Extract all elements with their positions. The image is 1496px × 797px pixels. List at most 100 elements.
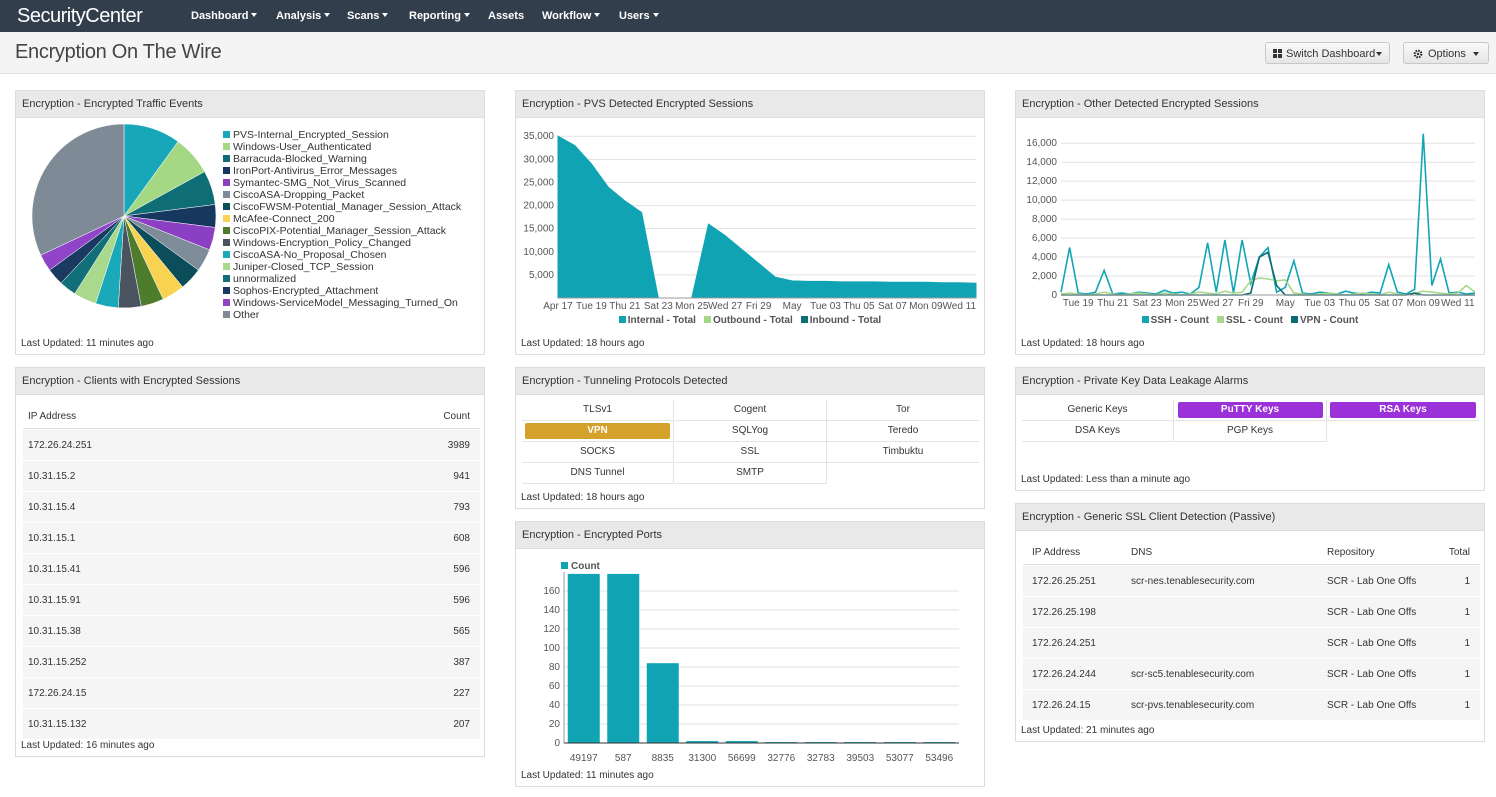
nav-item[interactable]: Users: [619, 10, 659, 22]
chart: 5,000 10,000 15,000 20,000 25,000 30,000 35,00…: [523, 131, 977, 312]
table-cell: 172.26.25.198: [1032, 607, 1096, 618]
nav-item[interactable]: Workflow: [542, 10, 601, 22]
legend: Internal - Total Outbound - Total Inbound …: [516, 315, 984, 326]
table-cell: 10.31.15.132: [28, 719, 87, 730]
legend-label: CiscoPIX-Potential_Manager_Session_Attac…: [233, 225, 447, 237]
bar: [607, 573, 640, 743]
legend-swatch: [561, 562, 568, 569]
grid-label: RSA Keys: [1330, 402, 1476, 418]
widget: Encryption - Generic SSL Client Detectio…: [1015, 503, 1485, 742]
x-tick-label: Wed 11: [943, 301, 977, 312]
legend-swatch: [223, 251, 230, 258]
nav-item[interactable]: Scans: [347, 10, 389, 22]
y-tick-label: 100: [543, 643, 560, 654]
bar: [567, 573, 600, 743]
last-updated: Last Updated: 11 minutes ago: [21, 338, 154, 349]
x-tick-label: Thu 21: [609, 301, 641, 312]
caret: [1473, 52, 1479, 56]
grid-label: PGP Keys: [1227, 425, 1273, 436]
grid-label: VPN: [525, 423, 670, 439]
y-tick-label: 30,000: [523, 154, 554, 165]
widget-title: Encryption - Other Detected Encrypted Se…: [1016, 91, 1484, 118]
nav-item[interactable]: Analysis: [276, 10, 331, 22]
page-title: Encryption On The Wire: [15, 41, 222, 63]
y-tick-label: 8,000: [1032, 214, 1057, 225]
x-tick-label: 39503: [846, 753, 874, 764]
table-cell: 10.31.15.2: [28, 471, 76, 482]
table-row: 10.31.15.1 608: [23, 523, 480, 554]
options-button[interactable]: Options: [1403, 42, 1489, 64]
table-row: 10.31.15.4 793: [23, 492, 480, 523]
table-row: 10.31.15.38 565: [23, 616, 480, 647]
widget-title: Encryption - PVS Detected Encrypted Sess…: [516, 91, 984, 118]
bar: [686, 741, 719, 743]
legend-label: Windows-Encryption_Policy_Changed: [233, 237, 411, 249]
widget-title: Encryption - Encrypted Traffic Events: [16, 91, 484, 118]
x-tick-label: Mon 25: [675, 301, 709, 312]
x-tick-label: 8835: [652, 753, 675, 764]
y-tick-label: 12,000: [1026, 176, 1057, 187]
table-cell: 565: [453, 626, 470, 637]
caret: [382, 13, 389, 17]
table-cell: 1: [1464, 576, 1470, 587]
table-cell: 172.26.24.15: [28, 688, 87, 699]
legend-swatch: [1216, 316, 1224, 323]
legend-swatch: [223, 191, 230, 198]
chart: PVS-Internal_Encrypted_SessionWindows-Us…: [31, 123, 462, 321]
table-cell: 172.26.24.244: [1032, 669, 1096, 680]
table-cell: 10.31.15.4: [28, 502, 76, 513]
grid-label: Cogent: [733, 404, 767, 415]
table-row: 10.31.15.41 596: [23, 554, 480, 585]
table-row: 10.31.15.91 596: [23, 585, 480, 616]
grid-cell: DNS Tunnel: [522, 463, 674, 484]
legend-swatch: [223, 263, 230, 270]
last-updated: Last Updated: 18 hours ago: [521, 492, 645, 503]
y-tick-label: 0: [554, 738, 560, 749]
caret: [251, 13, 258, 17]
legend-swatch: [223, 239, 230, 246]
table-row: 172.26.24.251 3989: [23, 430, 480, 461]
table-cell: SCR - Lab One Offs: [1327, 669, 1417, 680]
grid-label: PuTTY Keys: [1177, 402, 1323, 418]
table-cell: SCR - Lab One Offs: [1327, 700, 1417, 711]
legend-item: Outbound - Total: [703, 315, 793, 326]
table-cell: 10.31.15.41: [28, 564, 81, 575]
grid-label: Tor: [896, 404, 910, 415]
x-tick-label: May: [1276, 298, 1295, 309]
nav-item[interactable]: Dashboard: [191, 10, 258, 22]
column-header: DNS: [1131, 547, 1153, 558]
x-tick-label: Mon 09: [909, 301, 943, 312]
bar: [646, 663, 679, 743]
x-tick-label: Wed 27: [708, 301, 743, 312]
table-cell: 10.31.15.252: [28, 657, 87, 668]
nav-item[interactable]: Reporting: [409, 10, 470, 22]
brand[interactable]: SecurityCenter: [17, 5, 143, 27]
table-cell: 10.31.15.38: [28, 626, 81, 637]
x-tick-label: 31300: [688, 753, 716, 764]
widget-title: Encryption - Tunneling Protocols Detecte…: [516, 368, 984, 395]
switch-dashboard-button[interactable]: Switch Dashboard: [1265, 42, 1390, 64]
table-row: 172.26.24.15 scr-pvs.tenablesecurity.com S…: [1023, 690, 1480, 721]
legend-label: Windows-User_Authenticated: [233, 141, 371, 153]
legend-label: Windows-ServiceModel_Messaging_Turned_On: [233, 297, 458, 309]
y-tick-label: 0: [1051, 290, 1057, 301]
legend-label: Inbound - Total: [809, 315, 882, 326]
table-header: IP Address DNS Repository Total: [1023, 542, 1480, 565]
legend-swatch: [223, 203, 230, 210]
button-label: Options: [1428, 48, 1466, 60]
nav-label: Dashboard: [191, 10, 249, 22]
x-tick-label: Thu 05: [1339, 298, 1371, 309]
grid-label: SSL: [740, 446, 760, 457]
nav-label: Users: [619, 10, 650, 22]
bar: [725, 741, 758, 743]
y-tick-label: 40: [549, 700, 561, 711]
legend-swatch: [1291, 316, 1299, 323]
widget: Encryption - Encrypted Traffic Events Las…: [15, 90, 485, 355]
grid-cell: Teredo: [827, 421, 979, 442]
legend: SSH - Count SSL - Count VPN - Count: [1016, 315, 1484, 326]
nav-item[interactable]: Assets: [488, 10, 524, 22]
x-tick-label: Fri 29: [1238, 298, 1264, 309]
legend-label: Outbound - Total: [712, 315, 793, 326]
x-tick-label: 49197: [570, 753, 598, 764]
table-cell: 3989: [447, 440, 470, 451]
